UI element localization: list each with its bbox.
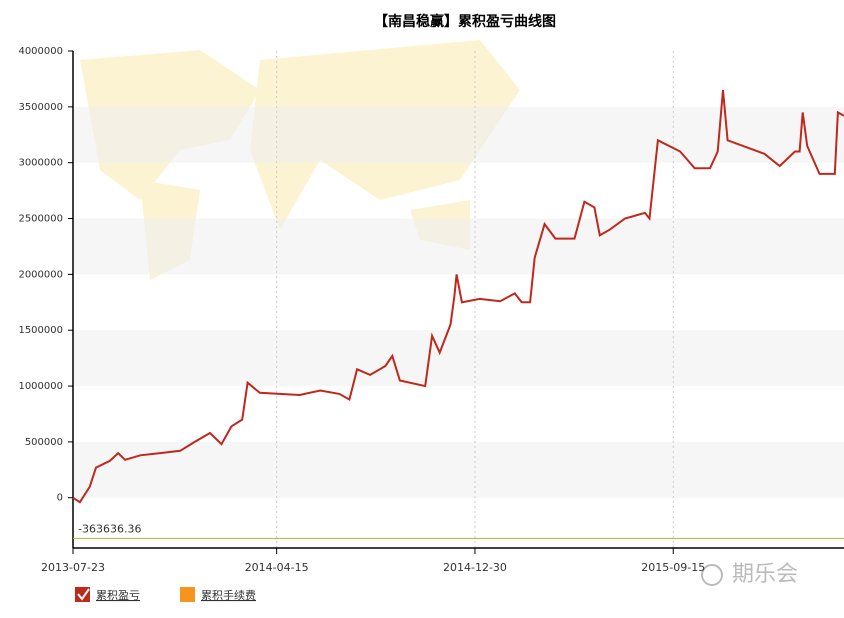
y-tick-label: 3000000: [18, 158, 63, 169]
grid-band: [73, 106, 844, 163]
y-tick-label: 2500000: [18, 214, 63, 225]
chart-title: 【南昌稳赢】累积盈亏曲线图: [374, 13, 556, 30]
legend-check: [77, 588, 90, 601]
legend-item[interactable]: 累积盈亏: [75, 587, 140, 602]
min-label: -363636.36: [78, 522, 141, 535]
watermark-icon: [701, 564, 723, 586]
legend-swatch: [75, 587, 90, 602]
y-tick-label: 4000000: [18, 46, 63, 57]
y-tick-label: 3500000: [18, 102, 63, 113]
grid-band: [73, 441, 844, 498]
y-tick-label: 1000000: [18, 381, 63, 392]
legend-swatch: [180, 587, 195, 602]
grid-band: [73, 330, 844, 387]
legend-item[interactable]: 累积手续费: [180, 587, 256, 602]
data-line: [72, 90, 844, 504]
legend-label: 累积盈亏: [96, 589, 140, 602]
x-tick-label: 2015-09-15: [641, 561, 705, 574]
y-tick-label: 500000: [25, 437, 63, 448]
legend-label: 累积手续费: [201, 588, 256, 602]
watermark: 期乐会: [732, 562, 798, 587]
y-tick-label: 0: [57, 493, 63, 504]
y-tick-label: 1500000: [18, 325, 63, 336]
x-tick-label: 2013-07-23: [41, 561, 105, 574]
x-tick-label: 2014-04-15: [245, 561, 309, 574]
x-tick-label: 2014-12-30: [443, 561, 507, 574]
grid-band: [73, 218, 844, 275]
y-tick-label: 2000000: [18, 269, 63, 280]
